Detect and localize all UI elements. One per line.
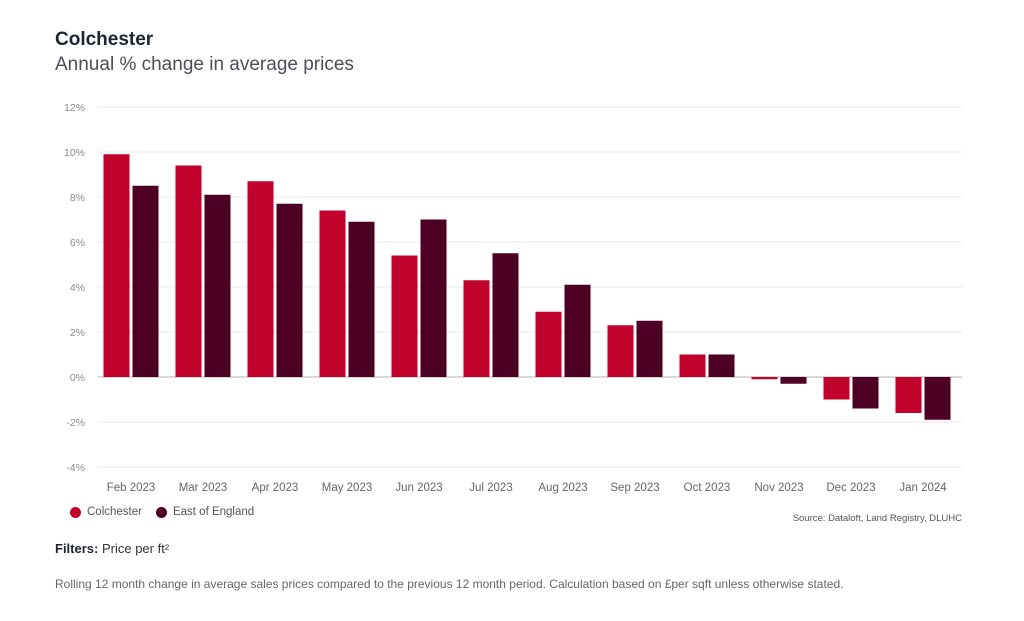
chart-title: Colchester xyxy=(55,29,154,50)
legend-swatch-colchester xyxy=(70,506,81,518)
legend-label: Colchester xyxy=(87,506,142,518)
bar-colchester xyxy=(895,377,922,413)
bar-east-of-england xyxy=(852,377,879,409)
bar-colchester xyxy=(247,181,274,377)
y-axis-ticks: -4% -2% 0% 2% 4% 6% 8% 10% 12% xyxy=(64,102,85,474)
y-tick-label: 8% xyxy=(70,192,85,204)
x-tick-label: Mar 2023 xyxy=(179,482,228,494)
legend-swatch-east-of-england xyxy=(155,506,167,518)
chart-subtitle: Annual % change in average prices xyxy=(55,54,354,75)
bar-colchester xyxy=(607,325,634,377)
x-tick-label: Jul 2023 xyxy=(469,482,512,494)
x-tick-label: Jan 2024 xyxy=(899,482,947,494)
bar-east-of-england xyxy=(564,284,591,377)
bar-east-of-england xyxy=(420,219,447,377)
x-tick-label: Sep 2023 xyxy=(610,482,659,494)
y-tick-label: 12% xyxy=(64,102,85,114)
bar-east-of-england xyxy=(276,203,303,377)
x-axis-ticks: Feb 2023 Mar 2023 Apr 2023 May 2023 Jun 2023… xyxy=(107,482,948,494)
bar-east-of-england xyxy=(132,185,159,377)
filters-value: Price per ft² xyxy=(101,541,170,556)
bar-colchester xyxy=(103,154,130,377)
bar-east-of-england xyxy=(708,354,735,377)
bar-colchester xyxy=(463,280,490,377)
bar-colchester xyxy=(823,377,850,400)
bars xyxy=(103,154,951,420)
x-tick-label: Nov 2023 xyxy=(754,482,803,494)
x-tick-label: Aug 2023 xyxy=(538,482,587,494)
bar-colchester xyxy=(751,377,778,380)
x-tick-label: Oct 2023 xyxy=(684,482,731,494)
bar-colchester xyxy=(391,255,418,377)
legend: Colchester East of England xyxy=(70,506,254,518)
x-tick-label: May 2023 xyxy=(322,482,373,494)
y-tick-label: -2% xyxy=(66,417,85,429)
bar-east-of-england xyxy=(780,377,807,384)
y-tick-label: 0% xyxy=(70,372,85,384)
source-note: Source: Dataloft, Land Registry, DLUHC xyxy=(792,513,962,524)
bar-east-of-england xyxy=(204,194,231,377)
y-tick-label: -4% xyxy=(66,462,85,474)
x-tick-label: Apr 2023 xyxy=(252,482,299,494)
bar-east-of-england xyxy=(636,320,663,377)
y-tick-label: 10% xyxy=(64,147,85,159)
legend-item-east-of-england[interactable]: East of England xyxy=(155,506,255,518)
x-tick-label: Dec 2023 xyxy=(826,482,875,494)
bar-colchester xyxy=(175,165,202,377)
gridlines xyxy=(98,106,962,468)
legend-label: East of England xyxy=(172,506,255,518)
bar-colchester xyxy=(679,354,706,377)
methodology-note: Rolling 12 month change in average sales… xyxy=(55,577,844,591)
x-tick-label: Jun 2023 xyxy=(395,482,442,494)
bar-colchester xyxy=(319,210,346,377)
filters-line: Filters: Price per ft² xyxy=(55,541,169,556)
bar-chart: -4% -2% 0% 2% 4% 6% 8% 10% 12% Feb 2023 Mar 2023 A… xyxy=(64,102,962,494)
bar-colchester xyxy=(535,311,562,377)
filters-label: Filters: xyxy=(55,541,99,556)
legend-item-colchester[interactable]: Colchester xyxy=(70,506,142,518)
bar-east-of-england xyxy=(492,253,519,377)
y-tick-label: 4% xyxy=(70,282,85,294)
y-tick-label: 6% xyxy=(70,237,85,249)
x-tick-label: Feb 2023 xyxy=(107,482,156,494)
bar-east-of-england xyxy=(348,221,375,377)
y-tick-label: 2% xyxy=(70,327,85,339)
bar-east-of-england xyxy=(924,377,951,420)
